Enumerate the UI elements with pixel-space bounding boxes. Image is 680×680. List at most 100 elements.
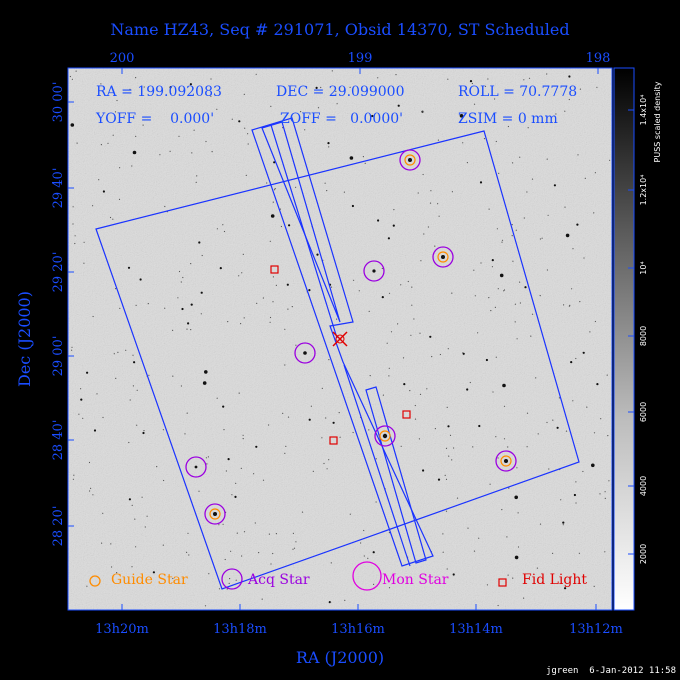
background-star (565, 430, 568, 432)
background-star (604, 497, 606, 499)
legend-guide-icon (89, 575, 101, 587)
background-star (72, 206, 74, 208)
background-star (390, 331, 393, 333)
background-star (451, 191, 453, 193)
background-star (74, 242, 76, 245)
background-star (207, 456, 209, 458)
background-star (131, 165, 133, 167)
background-star (527, 127, 529, 129)
background-star (526, 191, 528, 193)
background-star (469, 80, 473, 83)
background-star (102, 190, 105, 193)
background-star (92, 315, 94, 318)
background-star (218, 524, 220, 526)
colorbar-tick-label: 10⁴ (639, 261, 648, 274)
background-star (495, 140, 497, 143)
background-star (409, 390, 411, 392)
background-star (434, 245, 436, 247)
background-star (381, 267, 383, 270)
background-star (90, 487, 92, 489)
background-star (362, 156, 364, 158)
background-star (447, 348, 449, 350)
background-star (243, 531, 246, 533)
background-star (190, 329, 192, 331)
background-star (604, 491, 606, 493)
background-star (78, 413, 80, 415)
dec-value: DEC = 29.099000 (276, 84, 405, 100)
slit-outline-outer (251, 117, 434, 567)
background-star (488, 297, 490, 299)
background-star (310, 405, 312, 407)
background-star (186, 328, 188, 330)
background-star (400, 445, 402, 447)
frame-ticks (68, 68, 599, 610)
background-star (572, 248, 574, 250)
background-star (410, 334, 412, 336)
background-star (119, 167, 121, 169)
background-star (100, 144, 102, 146)
background-star (258, 552, 260, 554)
left-tick-label: 30 00' (51, 82, 66, 123)
background-star (328, 146, 330, 148)
background-star (563, 304, 565, 306)
background-star (539, 238, 542, 240)
background-star (92, 205, 94, 207)
background-star (295, 344, 297, 346)
background-star (467, 527, 469, 529)
fid-lights (270, 265, 411, 445)
background-star (92, 494, 94, 496)
background-star (596, 383, 599, 386)
bottom-tick-label: 13h16m (331, 622, 385, 637)
background-star (471, 82, 473, 85)
background-star (227, 321, 229, 323)
background-star (287, 308, 289, 310)
left-tick-label: 28 20' (51, 506, 66, 547)
background-star (135, 304, 137, 306)
background-star (473, 550, 476, 552)
background-star (466, 388, 469, 391)
background-star (240, 323, 242, 325)
background-star (352, 431, 354, 434)
background-star (182, 578, 184, 580)
background-star (363, 555, 365, 557)
background-star (330, 601, 332, 603)
background-star (368, 310, 370, 312)
background-star (177, 297, 179, 299)
background-star (446, 406, 448, 408)
background-star (112, 134, 114, 136)
background-star (269, 321, 271, 323)
bottom-tick-label: 13h14m (449, 622, 503, 637)
background-star (243, 93, 245, 95)
background-star (210, 95, 212, 97)
background-star (578, 552, 581, 554)
background-star (287, 416, 290, 418)
background-star (133, 361, 136, 364)
background-star (422, 173, 424, 176)
y-axis-label: Dec (J2000) (15, 291, 34, 387)
background-star (547, 214, 549, 216)
background-star (285, 445, 287, 447)
background-star (531, 313, 534, 315)
background-star (466, 162, 468, 164)
background-star (223, 429, 225, 431)
background-star (445, 447, 448, 449)
background-star (459, 114, 464, 118)
background-star (514, 555, 519, 560)
background-star (344, 599, 346, 602)
fid-light (329, 436, 338, 445)
background-star (142, 124, 144, 126)
background-star (419, 332, 421, 334)
background-star (381, 296, 384, 299)
background-star (148, 374, 150, 376)
background-star (70, 123, 75, 127)
background-star (219, 267, 222, 270)
background-star (431, 356, 433, 358)
background-star (388, 532, 390, 534)
background-star (364, 162, 366, 164)
background-star (594, 320, 597, 323)
background-star (184, 433, 186, 435)
background-star (317, 107, 320, 109)
background-star (494, 306, 496, 308)
background-star (447, 78, 449, 80)
background-star (502, 383, 506, 388)
